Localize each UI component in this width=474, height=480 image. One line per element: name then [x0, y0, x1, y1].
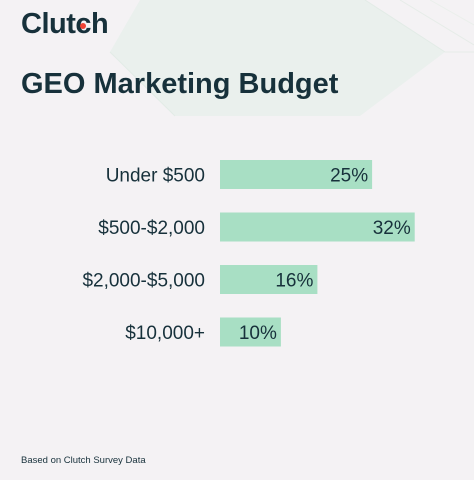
- clutch-logo: Clutch: [21, 7, 109, 41]
- category-label-0: Under $500: [106, 166, 205, 187]
- category-label-3: $10,000+: [125, 323, 205, 344]
- value-label-1: 32%: [373, 218, 411, 239]
- bar-1: [220, 212, 415, 242]
- bar-3: [220, 317, 281, 347]
- page-title: GEO Marketing Budget: [21, 68, 339, 100]
- footnote: Based on Clutch Survey Data: [21, 455, 146, 466]
- bar-0: [220, 160, 373, 189]
- value-label-0: 25%: [330, 166, 368, 187]
- logo-text: Clutch: [21, 8, 109, 40]
- category-label-2: $2,000-$5,000: [82, 271, 205, 292]
- category-label-1: $500-$2,000: [98, 218, 205, 239]
- bar-2: [220, 265, 318, 294]
- logo-red-dot: [80, 22, 87, 29]
- value-label-3: 10%: [239, 323, 277, 344]
- value-label-2: 16%: [275, 271, 313, 292]
